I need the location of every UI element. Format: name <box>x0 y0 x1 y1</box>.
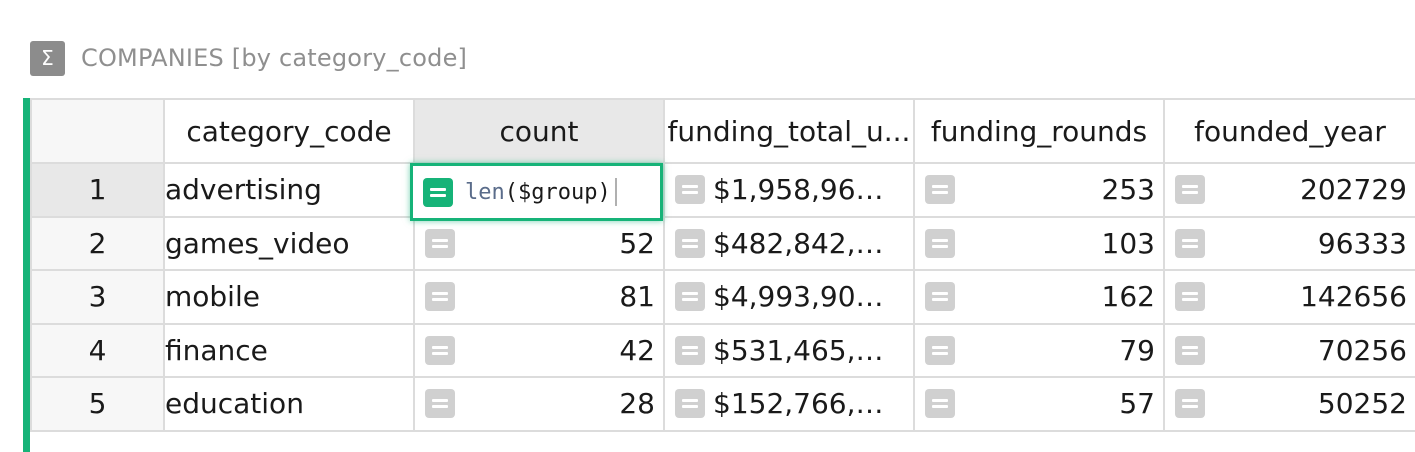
cell-founded-year[interactable]: 70256 <box>1163 322 1415 378</box>
table-row: 5 education 28 $152,766,… 57 50252 <box>30 376 1415 432</box>
formula-icon <box>675 389 705 419</box>
formula-icon <box>1175 175 1205 205</box>
data-grid: category_code count funding_total_u... f… <box>23 98 1415 452</box>
formula-icon <box>1175 282 1205 312</box>
formula-icon <box>425 389 455 419</box>
column-header-count[interactable]: count <box>413 98 665 164</box>
cell-value: 142656 <box>1300 280 1407 314</box>
formula-icon <box>1175 228 1205 258</box>
text-cursor <box>614 178 617 206</box>
cell-value: $152,766,… <box>713 387 884 421</box>
row-number[interactable]: 3 <box>30 269 165 325</box>
table-row: 4 finance 42 $531,465,… 79 70256 <box>30 322 1415 378</box>
formula-editor[interactable]: len($group) <box>410 163 663 221</box>
row-number[interactable]: 2 <box>30 215 165 271</box>
section-header: Σ COMPANIES [by category_code] <box>30 38 467 78</box>
sigma-icon[interactable]: Σ <box>30 40 65 76</box>
cell-value: 52 <box>619 226 655 260</box>
formula-icon <box>425 335 455 365</box>
cell-founded-year[interactable]: 50252 <box>1163 376 1415 432</box>
cell-category-code[interactable]: mobile <box>163 269 415 325</box>
formula-icon <box>675 175 705 205</box>
formula-icon <box>675 282 705 312</box>
cell-funding-total[interactable]: $1,958,96… <box>663 162 915 218</box>
formula-icon <box>675 228 705 258</box>
cell-value: $482,842,… <box>713 226 884 260</box>
cell-funding-rounds[interactable]: 162 <box>913 269 1165 325</box>
cell-count[interactable]: 28 <box>413 376 665 432</box>
cell-founded-year[interactable]: 202729 <box>1163 162 1415 218</box>
section-title: COMPANIES [by category_code] <box>81 44 468 72</box>
grid-table: category_code count funding_total_u... f… <box>30 98 1415 432</box>
cell-funding-rounds[interactable]: 103 <box>913 215 1165 271</box>
header-row: category_code count funding_total_u... f… <box>30 98 1415 164</box>
row-number[interactable]: 5 <box>30 376 165 432</box>
cell-value: 70256 <box>1317 333 1407 367</box>
cell-funding-total[interactable]: $531,465,… <box>663 322 915 378</box>
formula-icon <box>925 389 955 419</box>
cell-funding-total[interactable]: $152,766,… <box>663 376 915 432</box>
formula-icon <box>675 335 705 365</box>
cell-value: 81 <box>619 280 655 314</box>
table-row: 1 advertising $1,958,96… 253 202729 <box>30 162 1415 218</box>
formula-icon <box>425 282 455 312</box>
cell-funding-rounds[interactable]: 79 <box>913 322 1165 378</box>
cell-category-code[interactable]: advertising <box>163 162 415 218</box>
cell-value: 96333 <box>1317 226 1407 260</box>
formula-icon <box>425 228 455 258</box>
formula-input[interactable]: len($group) <box>465 180 611 205</box>
formula-icon <box>1175 335 1205 365</box>
cell-funding-total[interactable]: $4,993,90… <box>663 269 915 325</box>
column-header-funding-total[interactable]: funding_total_u... <box>663 98 915 164</box>
formula-icon <box>925 282 955 312</box>
formula-arguments: ($group) <box>504 179 611 205</box>
cell-count[interactable]: 81 <box>413 269 665 325</box>
cell-value: 50252 <box>1317 387 1407 421</box>
cell-category-code[interactable]: games_video <box>163 215 415 271</box>
row-number[interactable]: 1 <box>30 162 165 218</box>
formula-function: len <box>465 179 505 205</box>
corner-cell[interactable] <box>30 98 165 164</box>
cell-category-code[interactable]: education <box>163 376 415 432</box>
formula-icon <box>1175 389 1205 419</box>
cell-value: $4,993,90… <box>713 280 884 314</box>
cell-funding-total[interactable]: $482,842,… <box>663 215 915 271</box>
cell-category-code[interactable]: finance <box>163 322 415 378</box>
formula-icon <box>925 175 955 205</box>
cell-value: 57 <box>1119 387 1155 421</box>
cell-value: 42 <box>619 333 655 367</box>
formula-icon <box>925 335 955 365</box>
row-number[interactable]: 4 <box>30 322 165 378</box>
column-header-category-code[interactable]: category_code <box>163 98 415 164</box>
cell-count[interactable]: 52 <box>413 215 665 271</box>
formula-icon <box>925 228 955 258</box>
cell-funding-rounds[interactable]: 57 <box>913 376 1165 432</box>
cell-value: $1,958,96… <box>713 173 884 207</box>
cell-value: 162 <box>1101 280 1155 314</box>
column-header-founded-year[interactable]: founded_year <box>1163 98 1415 164</box>
cell-value: 103 <box>1101 226 1155 260</box>
cell-funding-rounds[interactable]: 253 <box>913 162 1165 218</box>
active-section-indicator <box>23 98 30 452</box>
cell-value: 202729 <box>1300 173 1407 207</box>
cell-count[interactable]: 42 <box>413 322 665 378</box>
cell-founded-year[interactable]: 96333 <box>1163 215 1415 271</box>
column-header-funding-rounds[interactable]: funding_rounds <box>913 98 1165 164</box>
cell-value: 79 <box>1119 333 1155 367</box>
table-row: 2 games_video 52 $482,842,… 103 96333 <box>30 215 1415 271</box>
table-row: 3 mobile 81 $4,993,90… 162 142656 <box>30 269 1415 325</box>
cell-founded-year[interactable]: 142656 <box>1163 269 1415 325</box>
formula-icon <box>423 177 453 207</box>
cell-value: $531,465,… <box>713 333 884 367</box>
cell-value: 28 <box>619 387 655 421</box>
cell-value: 253 <box>1101 173 1155 207</box>
